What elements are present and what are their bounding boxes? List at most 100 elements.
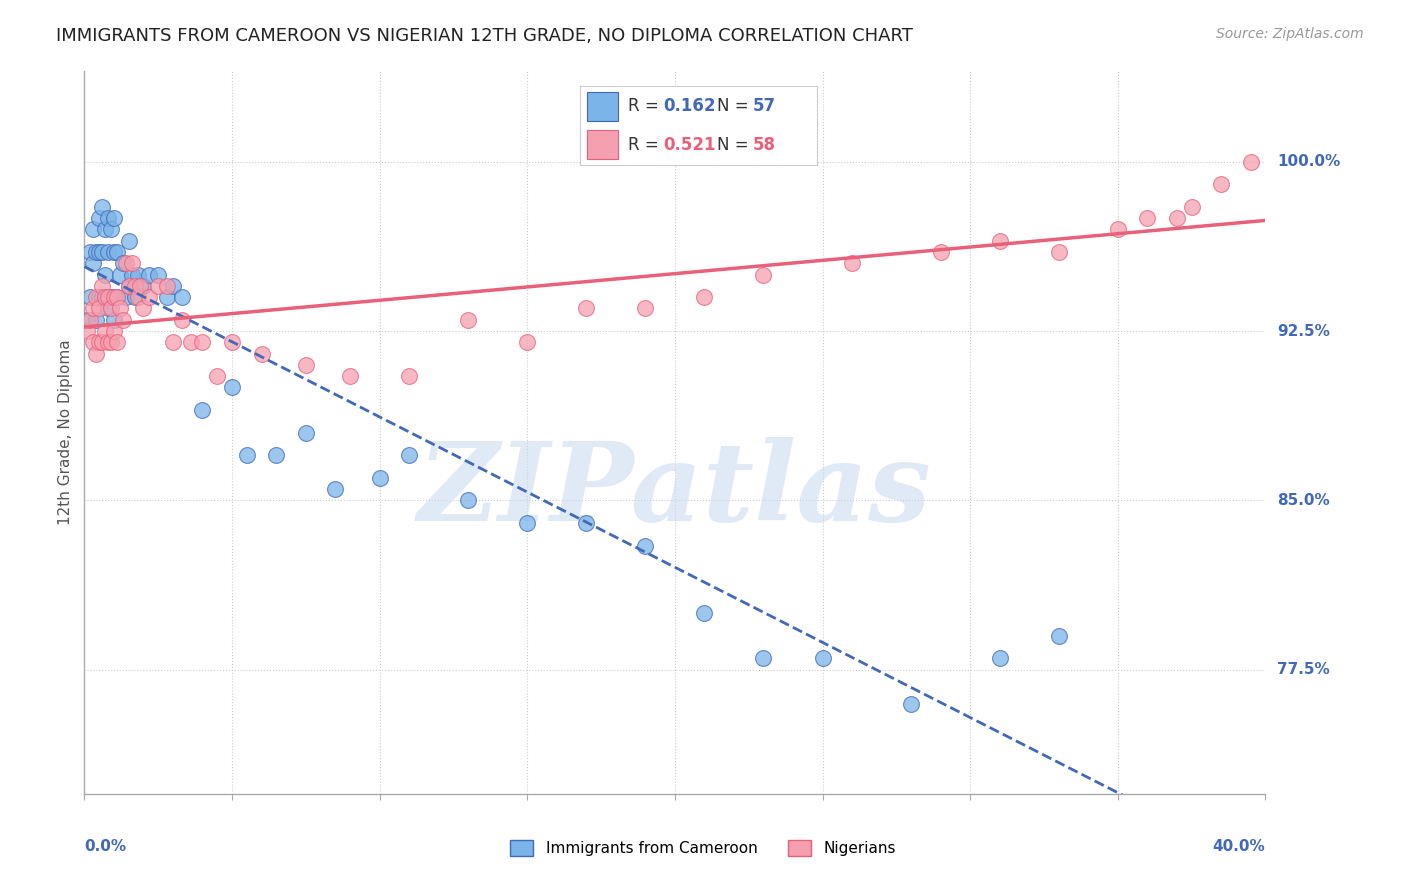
Point xyxy=(221,380,243,394)
Point xyxy=(1047,629,1070,643)
Point xyxy=(191,403,214,417)
Point xyxy=(900,697,922,711)
Point xyxy=(170,312,193,326)
Point xyxy=(124,290,146,304)
Point xyxy=(121,256,143,270)
Point xyxy=(634,301,657,316)
Point xyxy=(97,290,120,304)
Point xyxy=(79,312,101,326)
Point xyxy=(1166,211,1188,226)
Point xyxy=(129,278,152,293)
Point xyxy=(76,312,98,326)
Text: 0.0%: 0.0% xyxy=(84,839,127,854)
Legend: Immigrants from Cameroon, Nigerians: Immigrants from Cameroon, Nigerians xyxy=(505,834,901,862)
Point xyxy=(87,245,111,260)
Text: 77.5%: 77.5% xyxy=(1277,662,1330,677)
Point xyxy=(752,268,775,282)
Point xyxy=(752,651,775,665)
Point xyxy=(100,222,122,236)
Text: ZIPatlas: ZIPatlas xyxy=(418,437,932,544)
Point xyxy=(100,335,122,350)
Point xyxy=(84,312,107,326)
Point xyxy=(103,245,125,260)
Point xyxy=(91,278,114,293)
Y-axis label: 12th Grade, No Diploma: 12th Grade, No Diploma xyxy=(58,340,73,525)
Point xyxy=(114,256,136,270)
Point xyxy=(91,200,114,214)
Point xyxy=(236,448,259,462)
Text: 100.0%: 100.0% xyxy=(1277,154,1340,169)
Point xyxy=(138,290,160,304)
Point xyxy=(162,335,184,350)
Point xyxy=(156,290,179,304)
Point xyxy=(82,256,104,270)
Point xyxy=(108,301,131,316)
Point xyxy=(1181,200,1204,214)
Point xyxy=(339,369,361,384)
Point xyxy=(988,234,1011,248)
Point xyxy=(368,471,391,485)
Text: 40.0%: 40.0% xyxy=(1212,839,1265,854)
Point xyxy=(84,245,107,260)
Point xyxy=(97,211,120,226)
Point xyxy=(111,256,134,270)
Point xyxy=(94,222,117,236)
Point xyxy=(634,539,657,553)
Point xyxy=(105,290,128,304)
Point xyxy=(207,369,229,384)
Point xyxy=(97,245,120,260)
Point xyxy=(132,301,155,316)
Point xyxy=(121,268,143,282)
Point xyxy=(988,651,1011,665)
Point xyxy=(170,290,193,304)
Point xyxy=(295,425,318,440)
Point xyxy=(191,335,214,350)
Point xyxy=(84,290,107,304)
Point xyxy=(250,346,273,360)
Point xyxy=(398,448,420,462)
Point xyxy=(87,211,111,226)
Text: IMMIGRANTS FROM CAMEROON VS NIGERIAN 12TH GRADE, NO DIPLOMA CORRELATION CHART: IMMIGRANTS FROM CAMEROON VS NIGERIAN 12T… xyxy=(56,27,912,45)
Point xyxy=(97,301,120,316)
Point xyxy=(457,493,479,508)
Point xyxy=(118,278,141,293)
Point xyxy=(103,324,125,338)
Text: Source: ZipAtlas.com: Source: ZipAtlas.com xyxy=(1216,27,1364,41)
Point xyxy=(97,335,120,350)
Point xyxy=(76,324,98,338)
Point xyxy=(94,268,117,282)
Point xyxy=(103,290,125,304)
Point xyxy=(138,268,160,282)
Point xyxy=(148,278,170,293)
Point xyxy=(82,222,104,236)
Point xyxy=(325,482,347,496)
Point xyxy=(693,290,716,304)
Point xyxy=(162,278,184,293)
Point xyxy=(105,290,128,304)
Point xyxy=(105,335,128,350)
Point xyxy=(103,312,125,326)
Point xyxy=(811,651,834,665)
Point xyxy=(94,324,117,338)
Point xyxy=(100,290,122,304)
Point xyxy=(100,301,122,316)
Point xyxy=(516,516,538,530)
Point xyxy=(94,290,117,304)
Text: 85.0%: 85.0% xyxy=(1277,493,1330,508)
Point xyxy=(114,290,136,304)
Point xyxy=(148,268,170,282)
Point xyxy=(1047,245,1070,260)
Point xyxy=(91,245,114,260)
Point xyxy=(118,234,141,248)
Point xyxy=(127,290,149,304)
Point xyxy=(156,278,179,293)
Point xyxy=(841,256,863,270)
Point xyxy=(398,369,420,384)
Point xyxy=(91,335,114,350)
Point xyxy=(87,290,111,304)
Point xyxy=(127,268,149,282)
Point xyxy=(266,448,288,462)
Point xyxy=(180,335,202,350)
Point xyxy=(221,335,243,350)
Text: 92.5%: 92.5% xyxy=(1277,324,1330,339)
